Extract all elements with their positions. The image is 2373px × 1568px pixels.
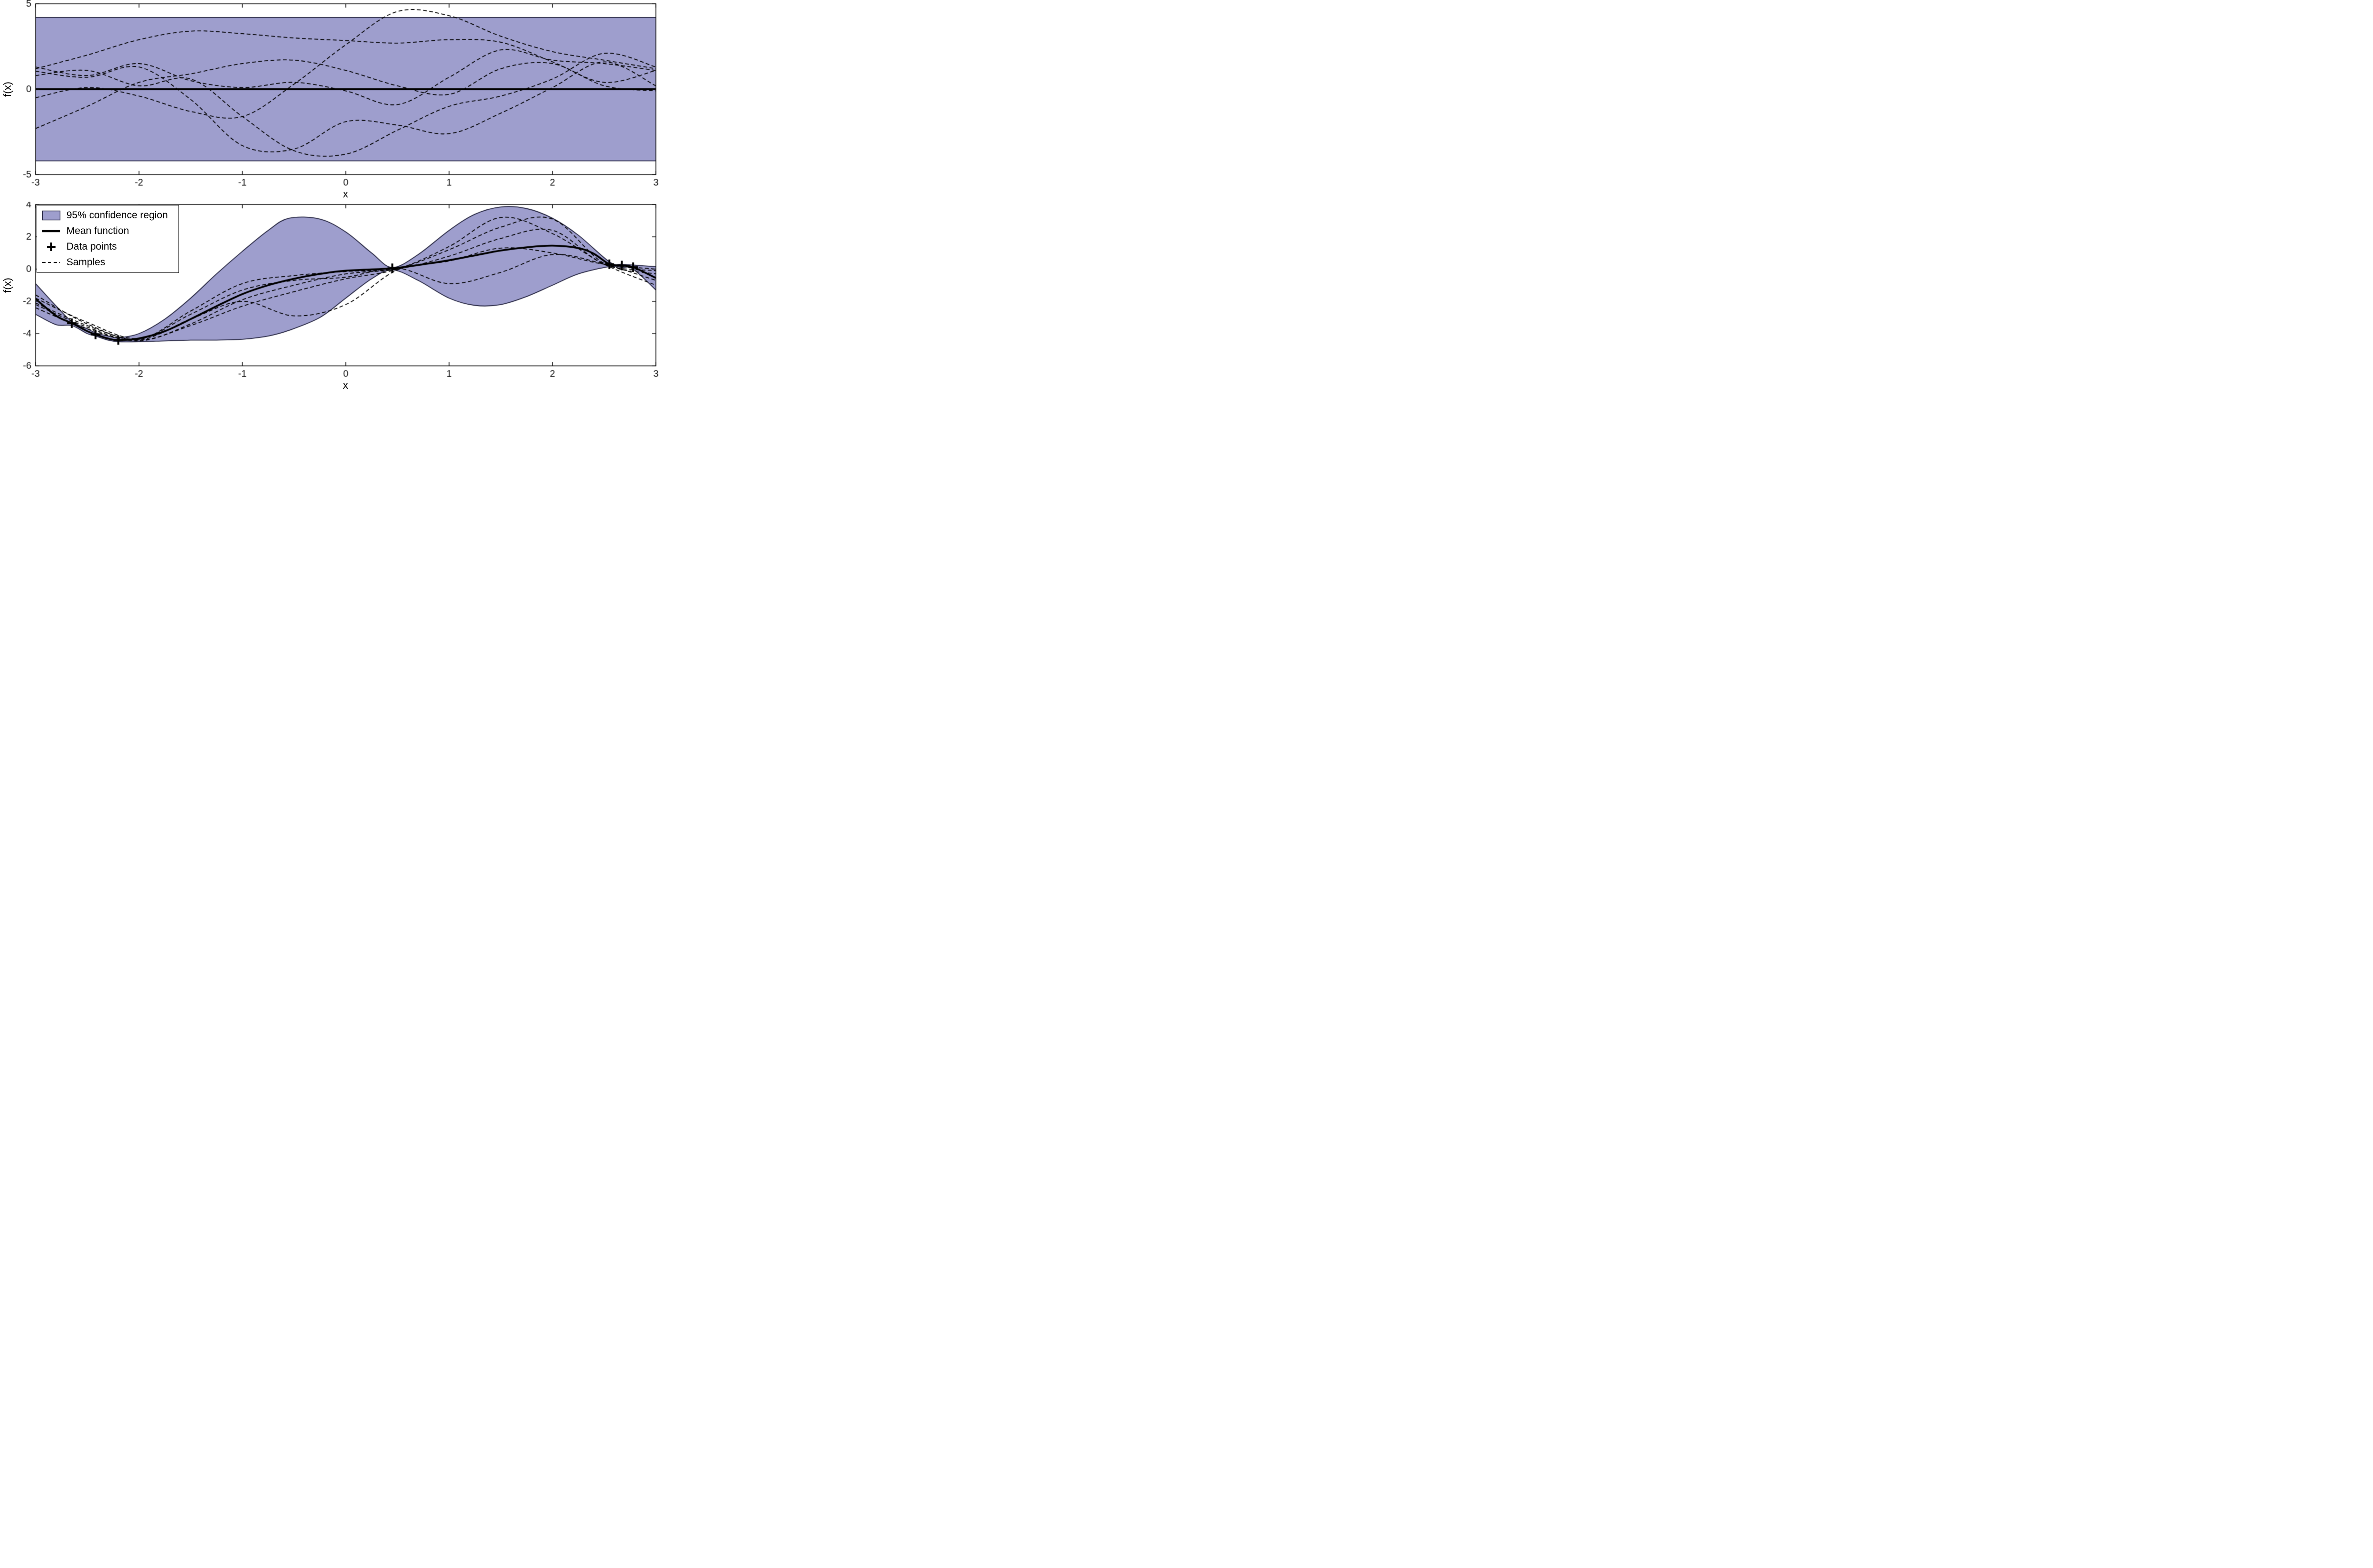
legend-item-confidence-region: 95% confidence region <box>41 209 171 222</box>
legend-item-mean-function: Mean function <box>41 224 171 238</box>
prior-subplot: f(x) x <box>0 0 659 202</box>
legend-label-confidence-region: 95% confidence region <box>66 210 168 221</box>
legend-label-samples: Samples <box>66 257 105 268</box>
legend-item-samples: Samples <box>41 256 171 269</box>
prior-y-axis-label: f(x) <box>1 82 13 97</box>
posterior-subplot: f(x) x 95% confidence region Mean functi… <box>0 202 659 392</box>
legend: 95% confidence region Mean function D <box>37 205 179 273</box>
mean-function-line-icon <box>41 226 61 236</box>
posterior-y-axis-label: f(x) <box>1 278 13 293</box>
legend-label-mean-function: Mean function <box>66 225 129 236</box>
legend-label-data-points: Data points <box>66 241 117 252</box>
prior-x-axis-label: x <box>343 188 348 200</box>
legend-item-data-points: Data points <box>41 240 171 253</box>
gaussian-process-figure: f(x) x f(x) x 95% confidence region <box>0 0 659 392</box>
confidence-region-swatch-icon <box>41 210 61 221</box>
samples-line-icon <box>41 257 61 268</box>
prior-chart-canvas <box>0 0 659 202</box>
posterior-x-axis-label: x <box>343 379 348 391</box>
data-points-marker-icon <box>41 242 61 252</box>
